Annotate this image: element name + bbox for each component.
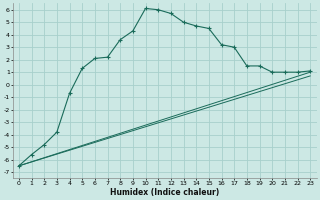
X-axis label: Humidex (Indice chaleur): Humidex (Indice chaleur) bbox=[110, 188, 219, 197]
